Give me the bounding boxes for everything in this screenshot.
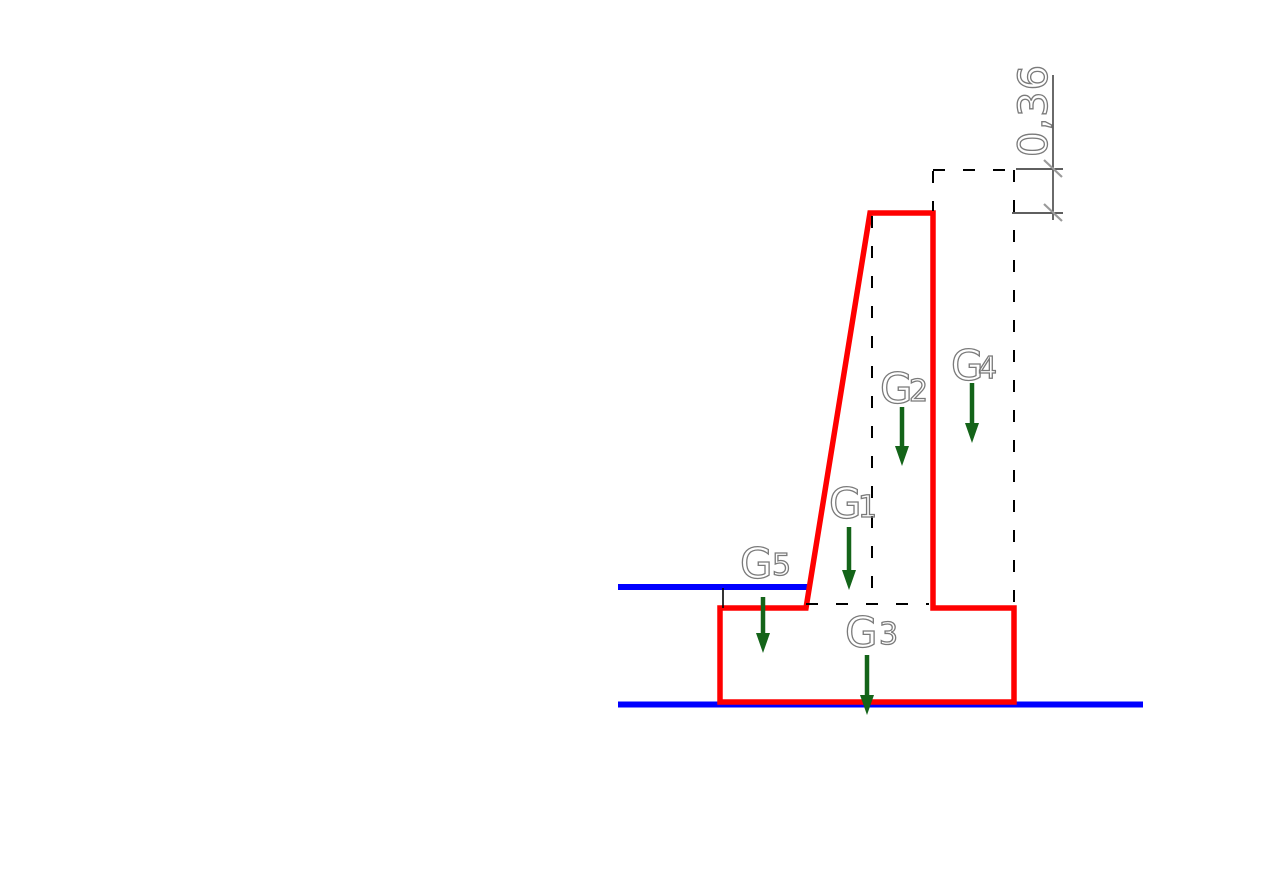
force-g3-label: G [845,608,879,657]
force-g3-subscript: 3 [879,617,899,652]
force-g3: G 3 [844,607,899,715]
force-g2-label: G [880,364,914,413]
force-g5-subscript: 5 [772,548,792,583]
force-g1-label: G [829,479,863,528]
force-g2-arrow-head [895,446,909,466]
force-g4: G 4 [950,340,998,443]
force-g2: G 2 [879,363,929,466]
force-g5-label: G [740,539,774,588]
construction-lines [806,169,1015,606]
force-g1: G 1 [828,478,878,590]
dimension-tick-bottom [1043,203,1063,222]
force-g4-subscript: 4 [978,351,998,386]
force-g1-arrow-head [842,570,856,590]
force-g4-arrow-head [965,423,979,443]
force-g5-arrow-head [756,633,770,653]
force-g5: G 5 [739,538,792,653]
dimension-text: 0,36 [1011,64,1057,157]
force-g2-subscript: 2 [909,374,929,409]
force-g3-arrow-head [860,695,874,715]
force-g1-subscript: 1 [858,490,878,525]
force-g4-label: G [951,341,985,390]
dimension-annotation: 0,36 [1010,63,1063,222]
dimension-tick-top [1043,159,1063,178]
retaining-wall-outline [717,210,1017,705]
